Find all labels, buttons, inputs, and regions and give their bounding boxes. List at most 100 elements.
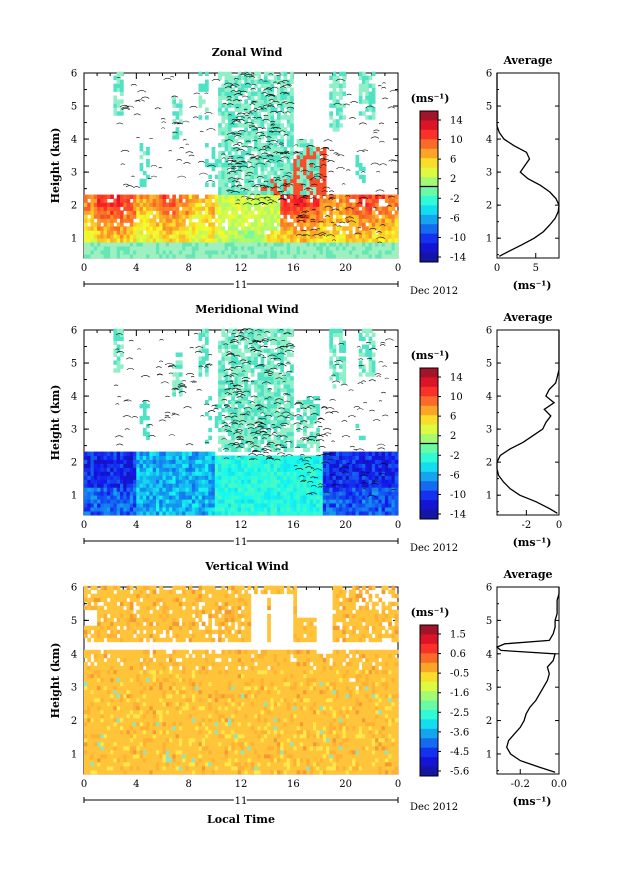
heat-cell bbox=[250, 463, 255, 468]
heat-cell bbox=[260, 119, 265, 124]
heat-cell bbox=[93, 234, 98, 239]
heat-cell bbox=[84, 230, 88, 235]
heat-cell bbox=[172, 463, 176, 468]
contour bbox=[223, 82, 234, 85]
heat-cell bbox=[388, 194, 392, 199]
heat-cell bbox=[286, 210, 291, 215]
heat-cell bbox=[313, 415, 317, 421]
heat-cell bbox=[231, 340, 235, 345]
heat-cell bbox=[263, 384, 268, 389]
heat-cell bbox=[329, 254, 333, 259]
heat-cell bbox=[362, 174, 366, 180]
heat-cell bbox=[162, 463, 167, 468]
heat-cell bbox=[250, 511, 255, 516]
heat-cell bbox=[90, 202, 95, 207]
contour bbox=[236, 142, 243, 144]
heat-cell bbox=[263, 182, 268, 188]
heat-cell bbox=[106, 487, 111, 492]
heat-cell bbox=[156, 475, 160, 480]
heat-cell bbox=[152, 511, 157, 516]
heat-cell bbox=[273, 210, 278, 215]
heat-cell bbox=[198, 483, 203, 488]
heat-cell bbox=[195, 483, 199, 488]
heat-cell bbox=[100, 202, 105, 207]
heat-cell bbox=[123, 218, 127, 223]
heat-cell bbox=[280, 170, 284, 176]
heat-cell bbox=[142, 182, 147, 188]
heat-cell bbox=[352, 218, 356, 223]
heat-cell bbox=[175, 483, 180, 488]
heat-cell bbox=[231, 463, 235, 468]
heat-cell bbox=[110, 226, 114, 231]
contour bbox=[322, 195, 327, 197]
heat-cell bbox=[142, 479, 147, 484]
heat-cell bbox=[139, 218, 144, 223]
heat-cell bbox=[175, 254, 180, 259]
heat-cell bbox=[270, 380, 275, 385]
heat-cell bbox=[263, 340, 268, 345]
heat-cell bbox=[182, 242, 186, 247]
heat-cell bbox=[218, 471, 222, 476]
heat-cell bbox=[286, 328, 291, 334]
heat-cell bbox=[299, 170, 304, 176]
heat-cell bbox=[90, 194, 95, 199]
heat-cell bbox=[178, 499, 183, 504]
heat-cell bbox=[254, 147, 258, 152]
heat-cell bbox=[329, 238, 333, 243]
heat-cell bbox=[198, 511, 203, 516]
heat-cell bbox=[221, 226, 226, 231]
heat-cell bbox=[234, 214, 239, 219]
heat-cell bbox=[211, 222, 216, 227]
heat-cell bbox=[165, 507, 170, 512]
contour bbox=[256, 176, 264, 178]
heat-cell bbox=[260, 415, 265, 421]
heat-cell bbox=[394, 222, 399, 227]
heat-cell bbox=[234, 202, 239, 207]
heat-cell bbox=[126, 503, 131, 508]
heat-cell bbox=[244, 250, 248, 255]
heat-cell bbox=[165, 487, 170, 492]
heat-cell bbox=[368, 83, 373, 88]
heat-cell bbox=[241, 226, 245, 231]
heat-cell bbox=[316, 210, 320, 215]
heat-cell bbox=[221, 380, 226, 385]
heat-cell bbox=[303, 242, 307, 247]
heat-cell bbox=[319, 218, 324, 223]
heat-cell bbox=[358, 246, 363, 251]
heat-cell bbox=[280, 499, 284, 504]
heat-cell bbox=[195, 487, 199, 492]
heat-cell bbox=[142, 491, 147, 496]
heat-cell bbox=[257, 214, 262, 219]
heat-cell bbox=[146, 214, 150, 219]
heat-cell bbox=[224, 352, 229, 357]
contour bbox=[228, 155, 234, 158]
heat-cell bbox=[388, 238, 392, 243]
heat-cell bbox=[152, 254, 157, 259]
heat-cell bbox=[123, 206, 127, 211]
heat-cell bbox=[146, 250, 150, 255]
heat-cell bbox=[322, 455, 327, 460]
heat-cell bbox=[211, 242, 216, 247]
heat-cell bbox=[129, 455, 134, 460]
heat-cell bbox=[110, 246, 114, 251]
contour bbox=[255, 131, 265, 135]
heat-cell bbox=[120, 238, 124, 243]
heat-cell bbox=[329, 471, 333, 476]
heat-cell bbox=[205, 491, 209, 496]
heat-cell bbox=[306, 226, 311, 231]
heat-cell bbox=[133, 479, 137, 484]
heat-cell bbox=[185, 511, 190, 516]
contour bbox=[336, 166, 345, 170]
heat-cell bbox=[381, 238, 386, 243]
heat-cell bbox=[221, 499, 226, 504]
heat-cell bbox=[156, 238, 160, 243]
contour bbox=[283, 92, 290, 95]
heat-cell bbox=[97, 491, 101, 496]
contour bbox=[283, 100, 288, 103]
contour bbox=[278, 142, 284, 144]
heat-cell bbox=[133, 463, 137, 468]
heat-cell bbox=[84, 503, 88, 508]
heat-cell bbox=[234, 479, 239, 484]
x-tick-label: 0 bbox=[395, 263, 401, 274]
heat-cell bbox=[136, 242, 140, 247]
